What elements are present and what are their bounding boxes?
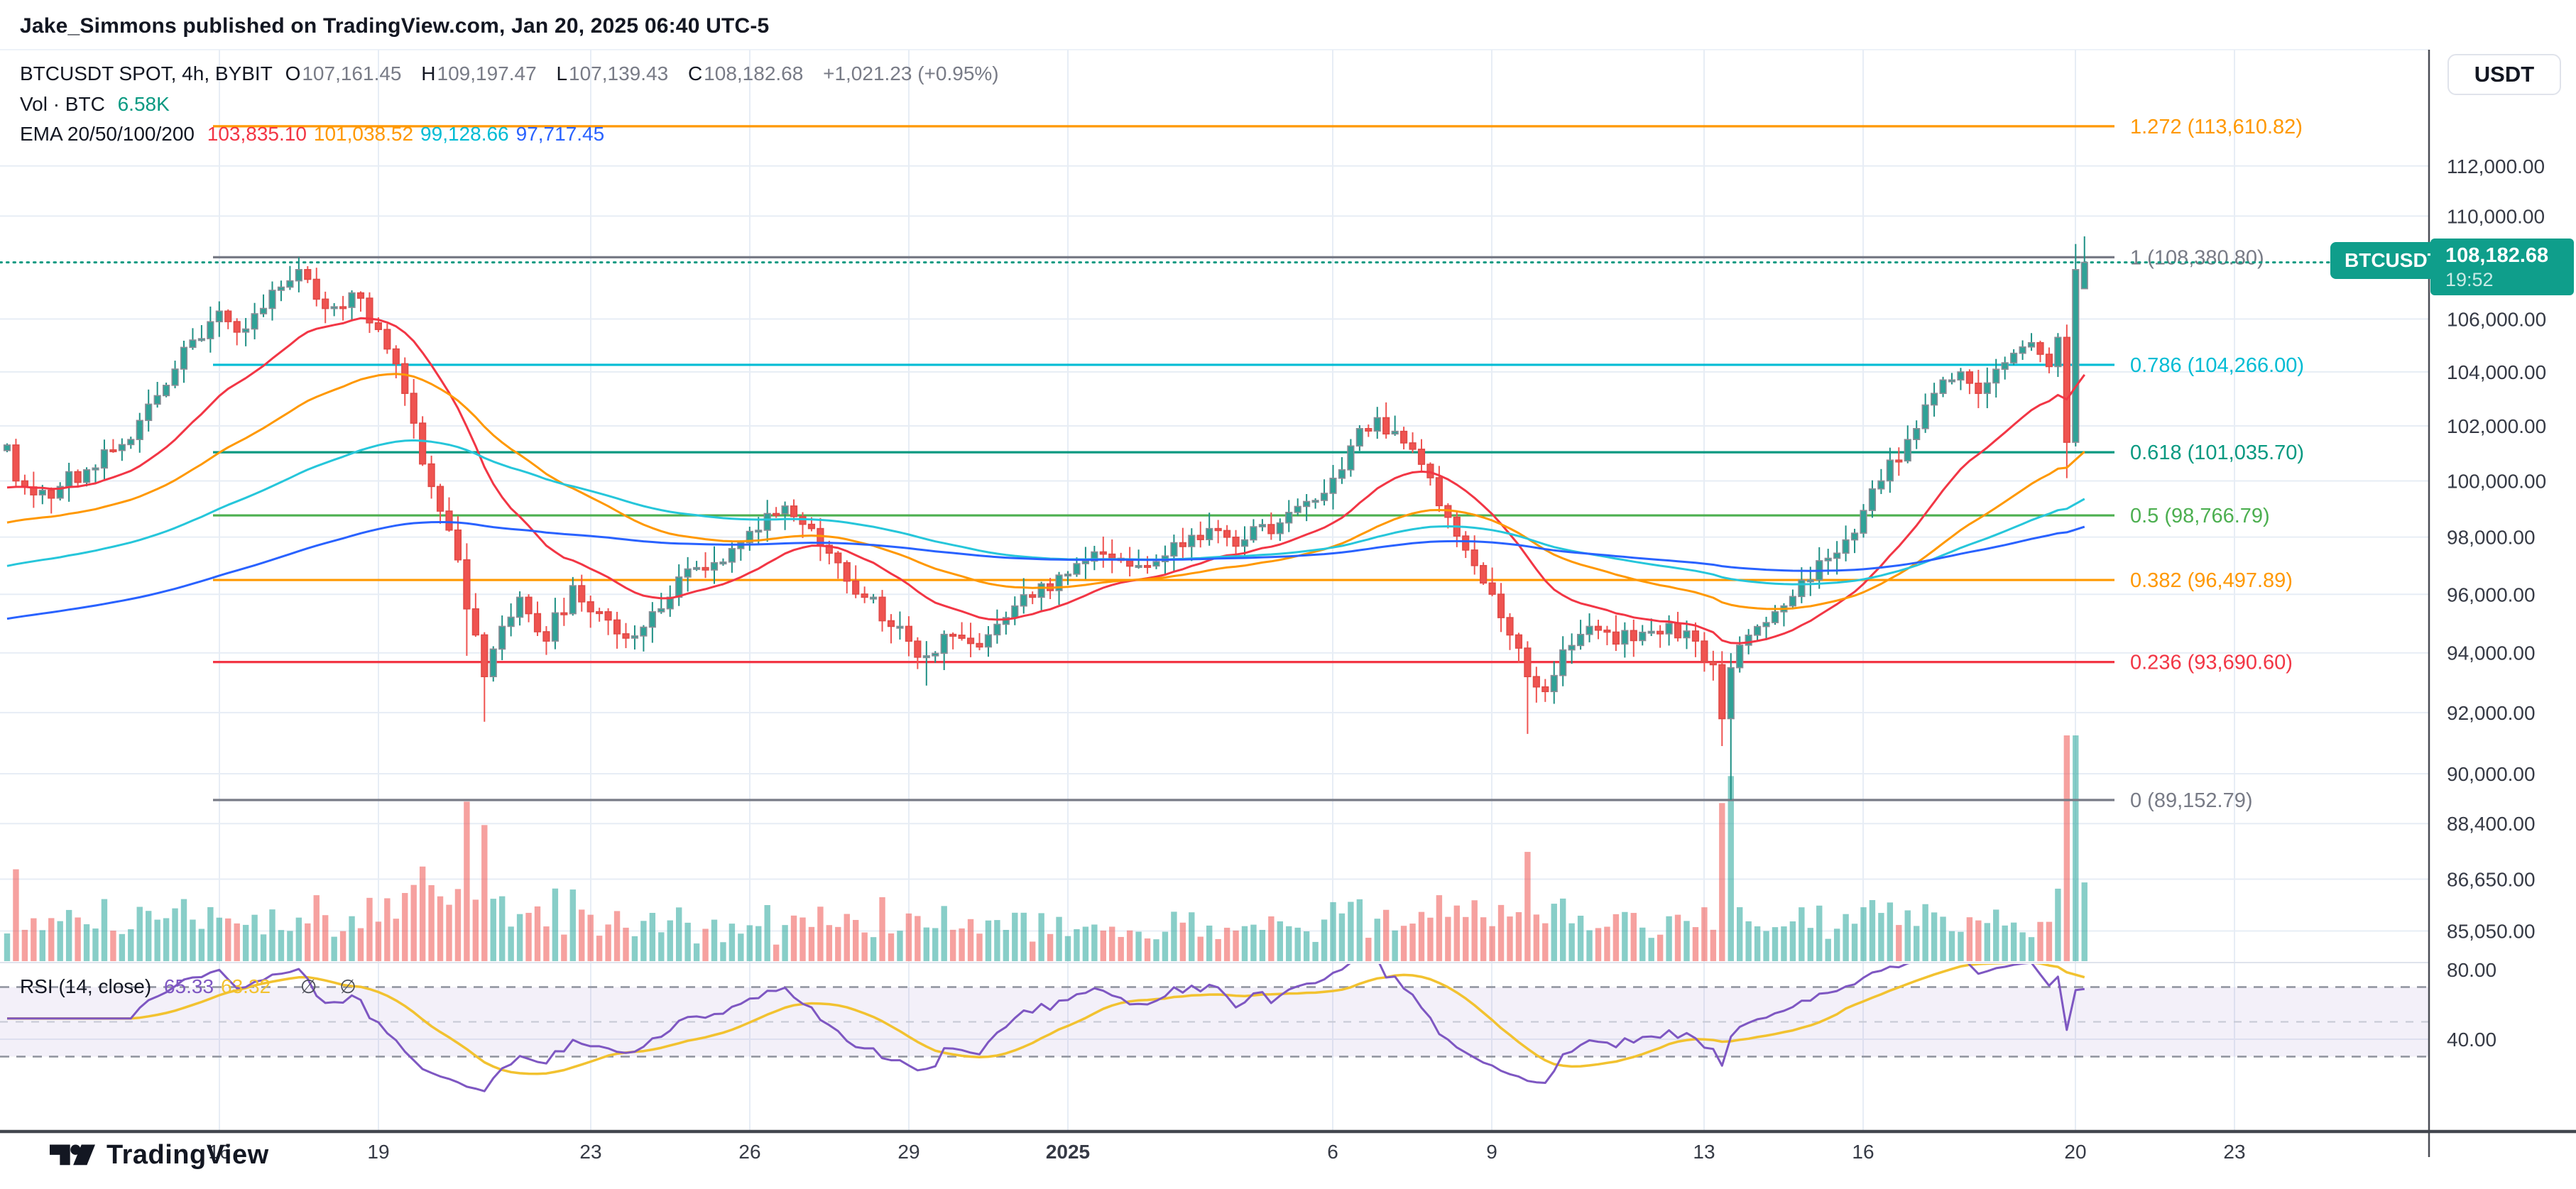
currency-toggle-button[interactable]: USDT — [2447, 54, 2561, 95]
fib-level-label: 0.618 (101,035.70) — [2130, 442, 2304, 464]
close-value: 108,182.68 — [704, 62, 804, 84]
open-value: 107,161.45 — [302, 62, 402, 84]
price-tick-label: 100,000.00 — [2447, 470, 2546, 492]
price-axis[interactable]: 112,000.00 110,000.00 106,000.00 104,000.00… — [2447, 155, 2546, 1051]
ema-value: 103,835.10 — [207, 123, 307, 145]
rsi-value: 63.32 — [221, 975, 271, 997]
date-tick-label: 6 — [1327, 1141, 1338, 1163]
volume-legend: Vol · BTC 6.58K — [20, 93, 177, 116]
last-price-value: 108,182.68 — [2445, 244, 2549, 267]
volume-title[interactable]: Vol · BTC — [20, 93, 105, 115]
time-axis[interactable]: 16 19 23 26 29 2025 6 9 13 16 20 23 — [208, 1141, 2245, 1163]
ema-value: 101,038.52 — [313, 123, 414, 145]
price-tick-label: 112,000.00 — [2447, 155, 2545, 177]
date-tick-label: 13 — [1693, 1141, 1715, 1163]
grid — [0, 49, 2428, 1130]
date-tick-label: 9 — [1486, 1141, 1497, 1163]
bar-countdown: 19:52 — [2445, 269, 2494, 290]
date-tick-label: 2025 — [1046, 1141, 1090, 1163]
tradingview-logo-text: TradingView — [107, 1140, 269, 1170]
rsi-pane — [0, 964, 2428, 1092]
price-tick-label: 94,000.00 — [2447, 642, 2536, 664]
tradingview-logo-icon — [50, 1144, 95, 1165]
ema-values: 103,835.10 101,038.52 99,128.66 97,717.45 — [207, 123, 611, 145]
price-tick-label: 85,050.00 — [2447, 920, 2536, 942]
price-tick-label: 102,000.00 — [2447, 415, 2546, 437]
open-label: O — [285, 62, 301, 84]
volume-histogram — [4, 735, 2087, 961]
fib-level-label: 0.382 (96,497.89) — [2130, 569, 2293, 592]
ema-value: 99,128.66 — [420, 123, 509, 145]
fib-retracement[interactable]: 1.272 (113,610.82) 1 (108,380.80) 0.786 (1… — [213, 116, 2304, 812]
rsi-empty-icon: ∅ — [339, 976, 356, 997]
rsi-line — [7, 964, 2085, 1092]
ema-100-line — [6, 439, 2085, 586]
ema-200-line — [6, 521, 2085, 620]
rsi-empty-icon: ∅ — [300, 976, 317, 997]
last-price-badge: 108,182.68 19:52 — [2430, 239, 2574, 295]
price-tick-label: 96,000.00 — [2447, 583, 2536, 606]
high-value: 109,197.47 — [437, 62, 537, 84]
price-tick-label: 86,650.00 — [2447, 868, 2536, 890]
ema-value: 97,717.45 — [515, 123, 605, 145]
fib-level-label: 1.272 (113,610.82) — [2130, 116, 2303, 138]
symbol-legend: BTCUSDT SPOT, 4h, BYBIT O107,161.45 H109… — [20, 62, 1006, 85]
change-value: +1,021.23 (+0.95%) — [823, 62, 999, 84]
tradingview-logo[interactable]: TradingView — [50, 1140, 269, 1171]
rsi-tick-label: 40.00 — [2447, 1029, 2496, 1051]
rsi-values: 65.33 63.32 — [164, 975, 278, 997]
rsi-ma-line — [7, 964, 2085, 1075]
rsi-title[interactable]: RSI (14, close) — [20, 975, 152, 997]
date-tick-label: 29 — [897, 1141, 919, 1163]
date-tick-label: 26 — [738, 1141, 760, 1163]
ema-legend: EMA 20/50/100/200 103,835.10 101,038.52 99… — [20, 123, 618, 146]
volume-value: 6.58K — [117, 93, 170, 115]
price-tick-label: 98,000.00 — [2447, 527, 2536, 549]
ema-20-line — [6, 317, 2086, 645]
price-tick-label: 110,000.00 — [2447, 205, 2545, 227]
price-tick-label: 106,000.00 — [2447, 308, 2546, 330]
ema-lines — [6, 317, 2086, 645]
date-tick-label: 23 — [579, 1141, 601, 1163]
date-tick-label: 16 — [1852, 1141, 1874, 1163]
date-tick-label: 16 — [208, 1141, 230, 1163]
date-tick-label: 20 — [2064, 1141, 2086, 1163]
candles — [3, 236, 2088, 800]
fib-level-label: 1 (108,380.80) — [2130, 246, 2264, 269]
close-label: C — [687, 62, 703, 84]
low-value: 107,139.43 — [569, 62, 669, 84]
fib-level-label: 0.5 (98,766.79) — [2130, 505, 2270, 527]
price-tick-label: 88,400.00 — [2447, 813, 2536, 835]
low-label: L — [556, 62, 568, 84]
date-tick-label: 19 — [367, 1141, 389, 1163]
rsi-value: 65.33 — [163, 975, 214, 997]
fib-level-label: 0.236 (93,690.60) — [2130, 652, 2293, 674]
publish-attribution: Jake_Simmons published on TradingView.co… — [20, 14, 770, 38]
fib-level-label: 0.786 (104,266.00) — [2130, 354, 2304, 377]
rsi-tick-label: 80.00 — [2447, 959, 2496, 981]
ema-50-line — [6, 373, 2085, 610]
symbol-title[interactable]: BTCUSDT SPOT, 4h, BYBIT — [20, 62, 273, 84]
price-tick-label: 92,000.00 — [2447, 702, 2536, 724]
date-tick-label: 23 — [2223, 1141, 2245, 1163]
price-tick-label: 104,000.00 — [2447, 361, 2546, 383]
price-tick-label: 90,000.00 — [2447, 763, 2536, 785]
rsi-legend: RSI (14, close) 65.33 63.32 ∅ ∅ — [20, 975, 364, 998]
fib-level-label: 0 (89,152.79) — [2130, 789, 2253, 812]
high-label: H — [421, 62, 436, 84]
ema-title[interactable]: EMA 20/50/100/200 — [20, 123, 195, 145]
